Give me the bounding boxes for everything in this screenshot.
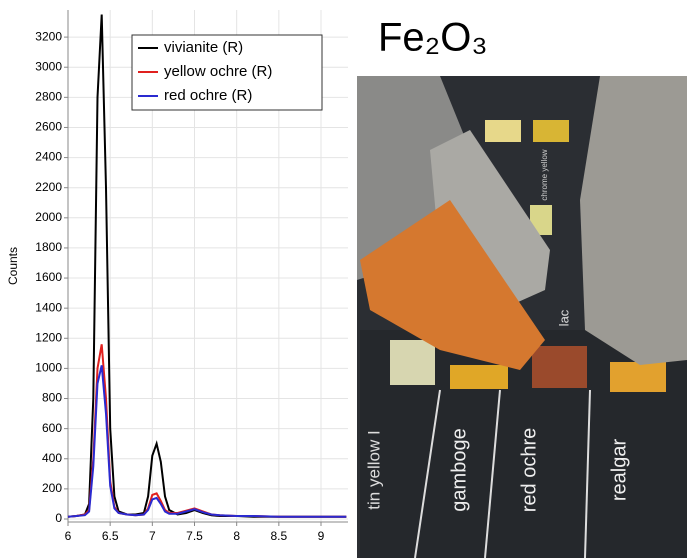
- photo-label: red ochre: [518, 428, 540, 513]
- swatch: [390, 340, 435, 385]
- x-tick-label: 8.5: [270, 529, 287, 543]
- instrument-head: [357, 76, 470, 280]
- swatch: [450, 365, 508, 389]
- swatch: [532, 346, 587, 388]
- line: [67, 365, 347, 518]
- y-axis-label: Counts: [6, 247, 20, 285]
- photo-label: lac: [556, 309, 571, 326]
- legend-box: [131, 34, 323, 111]
- photo-label: gamboge: [448, 428, 470, 511]
- y-tick-label: 800: [42, 391, 62, 405]
- y-tick-label: 1000: [35, 361, 62, 375]
- y-tick-label: 3000: [35, 59, 62, 73]
- legend-label: red ochre (R): [164, 87, 252, 104]
- photo: tin yellow I gamboge red ochre realgar l…: [357, 76, 687, 558]
- y-tick-label: 2400: [35, 150, 62, 164]
- y-tick-label: 1800: [35, 240, 62, 254]
- y-tick-label: 2800: [35, 90, 62, 104]
- y-tick-label: 2200: [35, 180, 62, 194]
- y-tick-label: 3200: [35, 29, 62, 43]
- y-tick-label: 1600: [35, 270, 62, 284]
- board-line: [484, 389, 501, 558]
- x-tick-label: 9: [318, 529, 325, 543]
- x-tick-label: 7: [149, 529, 156, 543]
- photo-title: Fe₂O₃: [378, 16, 488, 60]
- y-tick-label: 600: [42, 421, 62, 435]
- y-tick-label: 400: [42, 451, 62, 465]
- legend-label: vivianite (R): [164, 39, 243, 56]
- board-line: [414, 389, 441, 558]
- x-tick-label: 8: [233, 529, 240, 543]
- swatch: [530, 205, 552, 235]
- swatch: [533, 120, 569, 142]
- y-tick-label: 2000: [35, 210, 62, 224]
- chart: 0 200 400 600 800 1000 1200 1400 1600 1800 2000 220…: [35, 10, 348, 543]
- photo-label: tin yellow I: [364, 430, 383, 509]
- x-tick-label: 7.5: [186, 529, 203, 543]
- y-tick-label: 0: [55, 511, 62, 525]
- instrument-head: [580, 76, 687, 365]
- legend-label: yellow ochre (R): [164, 63, 272, 80]
- y-tick-label: 1200: [35, 330, 62, 344]
- y-tick-label: 2600: [35, 120, 62, 134]
- nozzle: [360, 200, 545, 370]
- x-tick-label: 6.5: [102, 529, 119, 543]
- y-tick-label: 200: [42, 481, 62, 495]
- swatch: [485, 120, 521, 142]
- y-tick-label: 1400: [35, 300, 62, 314]
- x-tick-label: 6: [65, 529, 72, 543]
- swatch: [610, 362, 666, 392]
- photo-label: chrome yellow: [540, 149, 549, 200]
- photo-label: realgar: [608, 439, 630, 502]
- board-line: [584, 389, 591, 558]
